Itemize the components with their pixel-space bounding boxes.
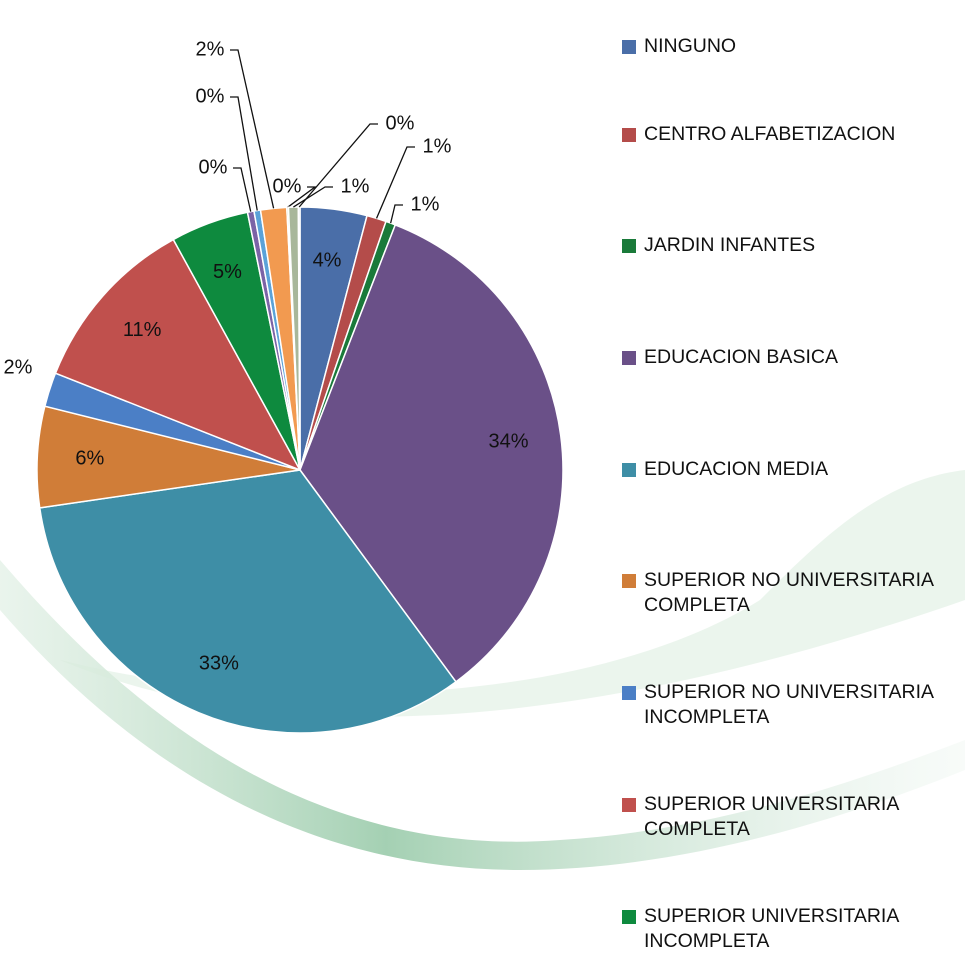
legend-label: CENTRO ALFABETIZACION xyxy=(644,123,896,145)
legend-entry: EDUCACION BASICA xyxy=(622,345,962,370)
legend-swatch xyxy=(622,239,636,253)
legend-swatch xyxy=(622,686,636,700)
leader-line xyxy=(390,204,403,224)
legend-label: JARDIN INFANTES xyxy=(644,234,816,256)
legend-label: SUPERIOR NO UNIVERSITARIA COMPLETA xyxy=(644,569,933,616)
legend-swatch xyxy=(622,128,636,142)
legend-swatch xyxy=(622,798,636,812)
legend-swatch xyxy=(622,463,636,477)
data-label: 5% xyxy=(213,261,242,283)
data-label: 0% xyxy=(196,85,225,107)
data-label: 11% xyxy=(123,319,162,341)
legend-label: EDUCACION MEDIA xyxy=(644,458,829,480)
data-label: 6% xyxy=(75,448,104,470)
leader-line xyxy=(375,146,415,219)
legend-swatch xyxy=(622,40,636,54)
legend-entry: EDUCACION MEDIA xyxy=(622,457,962,482)
data-label: 0% xyxy=(273,175,302,197)
legend-swatch xyxy=(622,574,636,588)
legend-label: SUPERIOR UNIVERSITARIA COMPLETA xyxy=(644,793,899,840)
legend-entry: SUPERIOR NO UNIVERSITARIA INCOMPLETA xyxy=(622,680,962,730)
background-swoosh xyxy=(60,470,965,717)
leader-line xyxy=(233,167,252,212)
legend-entry: SUPERIOR NO UNIVERSITARIA COMPLETA xyxy=(622,568,962,618)
data-label: 2% xyxy=(196,38,225,60)
pie-slice xyxy=(38,469,457,734)
data-label: 2% xyxy=(4,356,33,378)
legend-entry: CENTRO ALFABETIZACION xyxy=(622,122,962,147)
data-label: 1% xyxy=(423,135,452,157)
data-label: 33% xyxy=(199,652,239,674)
data-label: 0% xyxy=(199,156,228,178)
legend-entry: SUPERIOR UNIVERSITARIA COMPLETA xyxy=(622,792,962,842)
legend-entry: SUPERIOR UNIVERSITARIA INCOMPLETA xyxy=(622,904,962,954)
legend-label: SUPERIOR UNIVERSITARIA INCOMPLETA xyxy=(644,905,899,952)
legend-swatch xyxy=(622,351,636,365)
legend-entry: NINGUNO xyxy=(622,34,962,59)
data-label: 1% xyxy=(341,175,370,197)
legend-label: SUPERIOR NO UNIVERSITARIA INCOMPLETA xyxy=(644,681,933,728)
pie-slice xyxy=(299,223,564,683)
legend-entry: JARDIN INFANTES xyxy=(622,233,962,258)
data-label: 4% xyxy=(313,250,342,272)
legend-swatch xyxy=(622,910,636,924)
data-label: 34% xyxy=(489,431,529,453)
leader-line xyxy=(298,123,378,208)
leader-line xyxy=(293,186,333,208)
background-swoosh xyxy=(0,560,965,870)
pie-slice xyxy=(54,238,302,472)
data-label: 1% xyxy=(411,193,440,215)
leader-line xyxy=(230,49,275,209)
leader-line xyxy=(230,96,258,211)
legend-label: EDUCACION BASICA xyxy=(644,346,838,368)
leader-line xyxy=(287,186,317,208)
data-label: 0% xyxy=(386,112,415,134)
legend-label: NINGUNO xyxy=(644,35,737,57)
